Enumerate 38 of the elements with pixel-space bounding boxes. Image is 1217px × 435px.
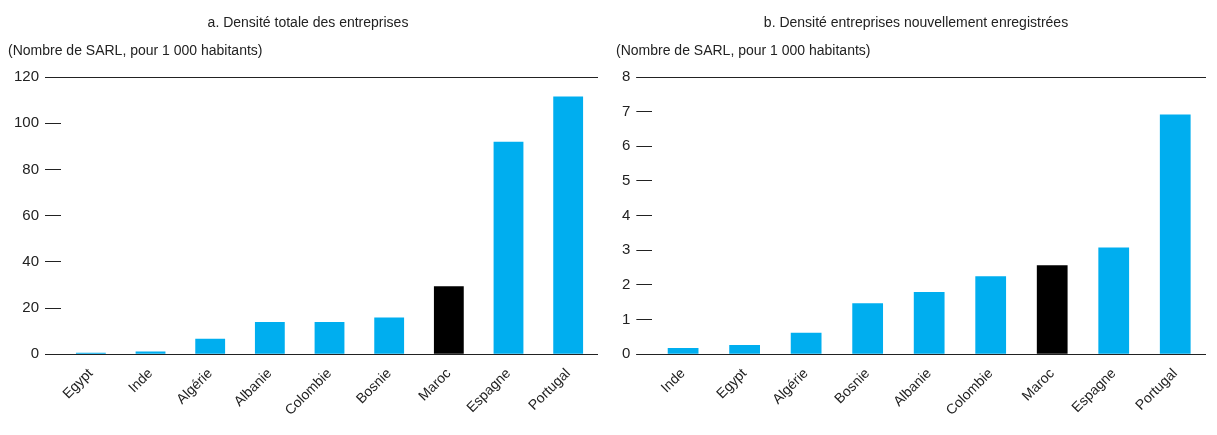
y-tick-label: 5 <box>622 171 631 189</box>
y-tick-label: 3 <box>622 240 631 258</box>
bar <box>667 348 699 354</box>
bar <box>433 286 464 354</box>
y-tick-label: 6 <box>622 136 631 154</box>
bar <box>314 321 345 354</box>
y-tick-label: 7 <box>622 101 631 119</box>
bar <box>790 332 822 354</box>
y-tick-label: 60 <box>22 205 40 223</box>
bar <box>852 303 884 354</box>
y-tick-label: 80 <box>22 159 40 177</box>
bar <box>254 321 285 354</box>
y-tick-label: 1 <box>622 309 631 327</box>
y-tick-label: 100 <box>14 113 40 131</box>
chart-title: b. Densité entreprises nouvellement enregistrées <box>762 14 1070 32</box>
bar <box>553 96 584 354</box>
y-tick-label: 0 <box>622 344 631 362</box>
y-tick-label: 4 <box>622 205 631 223</box>
bar <box>195 338 226 354</box>
y-tick-label: 2 <box>622 275 631 293</box>
y-tick-label: 120 <box>14 67 40 85</box>
bar <box>975 276 1007 354</box>
bar <box>1159 114 1191 354</box>
y-tick-label: 0 <box>30 344 40 362</box>
y-axis-title: (Nombre de SARL, pour 1 000 habitants) <box>8 42 264 60</box>
x-tick-label: Inde <box>657 364 689 396</box>
y-tick-label: 40 <box>22 252 40 270</box>
y-axis-title: (Nombre de SARL, pour 1 000 habitants) <box>616 42 872 60</box>
bar <box>374 317 405 354</box>
y-tick-label: 20 <box>22 298 40 316</box>
y-tick-label: 8 <box>622 67 631 85</box>
bar <box>729 344 760 354</box>
bar <box>1098 247 1130 354</box>
bar <box>913 291 945 354</box>
bar <box>1036 265 1068 354</box>
bar <box>493 141 524 354</box>
x-tick-label: Inde <box>124 364 156 396</box>
chart-title: a. Densité totale des entreprises <box>206 14 410 32</box>
